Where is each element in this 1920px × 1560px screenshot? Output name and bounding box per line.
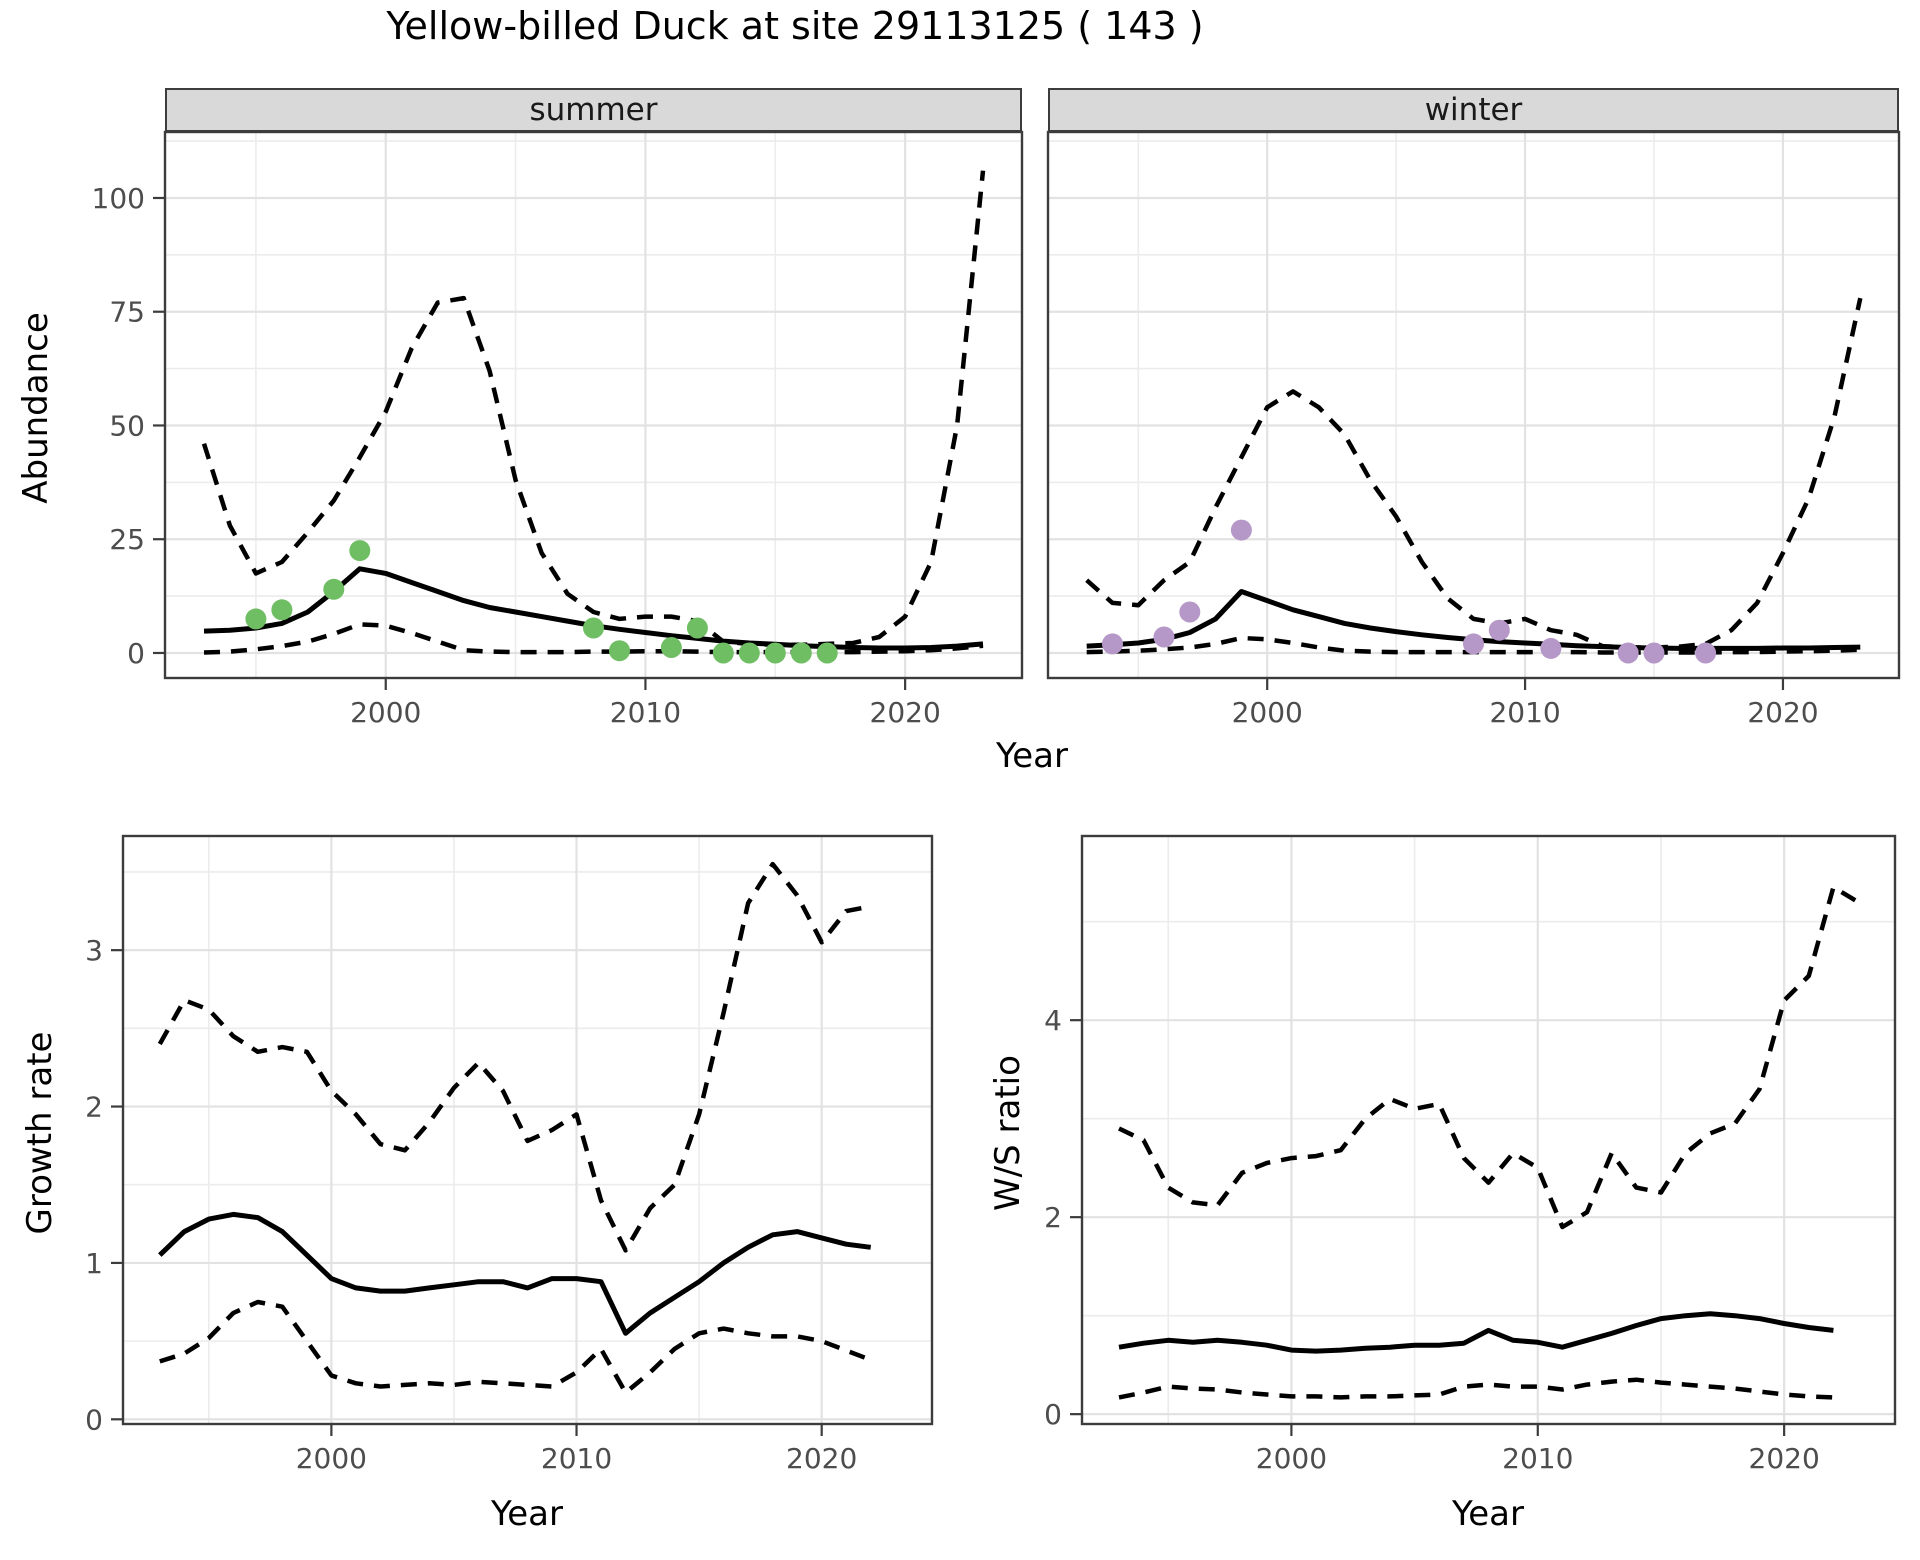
observation-point [738,642,760,664]
facet-strip-summer: summer [165,88,1022,132]
mean-line [1118,1311,1834,1354]
observation-point [245,608,267,630]
x-tick-label: 2000 [296,1442,367,1475]
panel-abundance-summer: 2000 2010 2020 0 25 50 75 100 [92,130,1024,729]
panel-growth-rate: 2000 2010 2020 0 1 2 3 [85,834,934,1475]
panel-ws-ratio: 2000 2010 2020 0 2 4 [1044,834,1897,1475]
observation-point [271,599,293,621]
y-tick-label: 0 [127,637,145,670]
x-axis-title-year-bottom-left: Year [491,1494,563,1534]
mean-line [158,1211,872,1336]
x-axis-title-year-bottom-right: Year [1452,1494,1524,1534]
x-tick-label: 2020 [1749,1442,1820,1475]
observation-point [1540,637,1562,659]
y-tick-label: 25 [109,523,145,556]
y-tick-label: 2 [85,1091,103,1124]
observation-point [1153,626,1175,648]
y-axis-title-growth-rate: Growth rate [20,1031,60,1235]
upper-ci-line [157,861,872,1253]
observation-point [1695,642,1717,664]
panel-border [163,130,1024,680]
facet-strip-winter-label: winter [1424,92,1523,128]
y-tick-label: 3 [85,934,103,967]
lower-ci-line [203,622,984,655]
observation-point [1179,601,1201,623]
x-tick-label: 2020 [786,1442,857,1475]
panel-border [1080,834,1897,1426]
page-title: Yellow-billed Duck at site 29113125 ( 14… [386,4,1204,48]
y-axis-title-ws-ratio: W/S ratio [988,1055,1028,1211]
facet-strip-winter: winter [1048,88,1899,132]
panel-border [1046,130,1901,680]
panel-abundance-winter: 2000 2010 2020 [1046,130,1901,729]
observation-point [764,642,786,664]
observation-point [1488,619,1510,641]
y-tick-label: 1 [85,1247,103,1280]
upper-ci-line [1085,297,1863,650]
observation-point [816,642,838,664]
upper-ci-line [1118,884,1860,1230]
x-tick-label: 2010 [610,696,681,729]
x-tick-label: 2010 [541,1442,612,1475]
y-tick-label: 0 [85,1403,103,1436]
panel-background [165,132,1022,678]
y-tick-label: 4 [1044,1004,1062,1037]
observation-point [712,642,734,664]
observation-point [1617,642,1639,664]
x-axis-title-year-top: Year [996,736,1068,776]
panel-background [1082,836,1895,1424]
y-axis-title-abundance: Abundance [16,312,56,504]
observation-point [660,637,682,658]
x-tick-label: 2010 [1489,696,1560,729]
facet-strip-summer-label: summer [529,92,658,128]
observation-point [790,642,812,664]
x-tick-label: 2000 [1232,696,1303,729]
panel-background [1048,132,1899,678]
y-tick-label: 50 [109,409,145,442]
observation-point [1643,642,1665,664]
observation-point [323,578,345,600]
x-tick-label: 2000 [1256,1442,1327,1475]
observation-point [583,617,604,639]
upper-ci-line [201,170,986,648]
observation-point [349,540,371,562]
y-tick-label: 100 [92,182,145,215]
x-tick-label: 2020 [1747,696,1818,729]
observation-point [1102,633,1123,655]
panel-background [123,836,932,1424]
lower-ci-line [159,1299,872,1395]
y-tick-label: 2 [1044,1201,1062,1234]
y-tick-label: 75 [109,296,145,329]
y-tick-label: 0 [1044,1398,1062,1431]
observation-point [1230,519,1252,541]
panel-border [121,834,934,1426]
x-tick-label: 2010 [1502,1442,1573,1475]
x-tick-label: 2000 [350,696,421,729]
x-tick-label: 2020 [870,696,941,729]
observation-point [686,617,708,639]
lower-ci-line [1118,1377,1834,1400]
observation-point [609,640,630,662]
observation-point [1463,633,1484,655]
